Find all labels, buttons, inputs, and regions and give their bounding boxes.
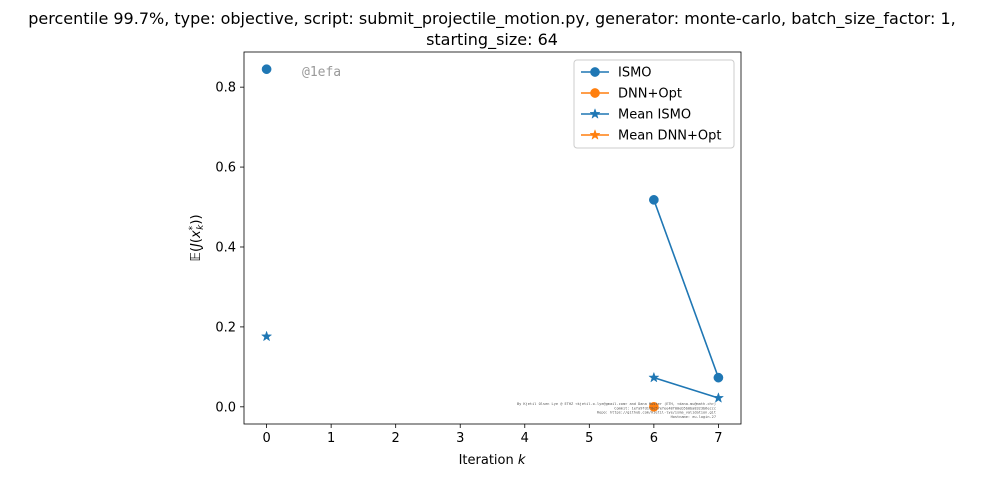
- x-axis: 0 1 2 3 4 5 6 7: [262, 424, 723, 446]
- x-tick-label: 2: [392, 431, 400, 446]
- plot-frame: [243, 51, 742, 425]
- x-tick-label: 3: [456, 431, 464, 446]
- legend-label: Mean DNN+Opt: [618, 129, 722, 144]
- legend-marker: [589, 108, 601, 119]
- data-point: [649, 401, 659, 412]
- legend-marker: [590, 88, 600, 98]
- series-mean-ismo: [260, 330, 725, 403]
- credit-line: Repo: https://github.com/kjetil-lye/isma…: [597, 411, 716, 415]
- series-layer: [260, 64, 725, 412]
- legend-marker: [590, 67, 600, 77]
- chart-title-line2: starting_size: 64: [426, 30, 558, 50]
- series-line: [653, 376, 719, 399]
- legend-marker: [589, 129, 601, 140]
- legend-item: Mean DNN+Opt: [581, 129, 722, 144]
- legend-label: DNN+Opt: [618, 87, 682, 102]
- y-tick-label: 0.4: [215, 240, 236, 255]
- legend-box: [573, 59, 735, 149]
- credit-line: Commit: 1efa9fd1f8e5?efee48f00eb5b0ba832…: [614, 406, 716, 410]
- x-axis-label: Iteration k: [459, 453, 526, 468]
- x-axis-label-text: Iteration: [459, 453, 518, 468]
- credit-line: By Kjetil Olsen Lye @ ETHZ <kjetil.o.lye…: [517, 402, 716, 406]
- y-tick-label: 0.0: [215, 400, 236, 415]
- x-tick-label: 7: [714, 431, 722, 446]
- data-point: [261, 64, 272, 75]
- y-tick-label: 0.8: [215, 81, 236, 96]
- data-point: [260, 330, 273, 342]
- y-tick-label: 0.6: [215, 161, 236, 176]
- y-axis: 0.0 0.2 0.4 0.6 0.8: [215, 81, 244, 415]
- legend-item: DNN+Opt: [581, 87, 682, 102]
- y-axis-label: 𝔼(J(x*k)): [188, 214, 206, 261]
- watermark: @1efa: [302, 65, 341, 80]
- data-point: [713, 372, 724, 383]
- x-tick-label: 0: [262, 431, 270, 446]
- series-dnn-opt: [649, 401, 659, 412]
- x-tick-label: 1: [327, 431, 335, 446]
- x-tick-label: 6: [650, 431, 658, 446]
- legend-label: ISMO: [618, 66, 652, 81]
- credit-line: Hostname: eu-login-27: [671, 415, 716, 419]
- chart-title-line1: percentile 99.7%, type: objective, scrip…: [28, 9, 955, 29]
- legend-label: Mean ISMO: [618, 108, 691, 123]
- y-tick-label: 0.2: [215, 320, 236, 335]
- data-point: [712, 392, 725, 403]
- x-tick-label: 5: [585, 431, 593, 446]
- legend-item: ISMO: [581, 66, 652, 81]
- credit-text: By Kjetil Olsen Lye @ ETHZ <kjetil.o.lye…: [517, 402, 716, 419]
- legend: ISMO DNN+Opt Mean ISMO Mean DNN+Opt: [573, 59, 735, 149]
- series-ismo: [261, 64, 724, 383]
- x-axis-label-var: k: [518, 453, 526, 468]
- data-point: [649, 194, 659, 205]
- data-point: [648, 371, 660, 383]
- series-line: [653, 199, 720, 378]
- legend-item: Mean ISMO: [581, 108, 691, 123]
- x-tick-label: 4: [521, 431, 529, 446]
